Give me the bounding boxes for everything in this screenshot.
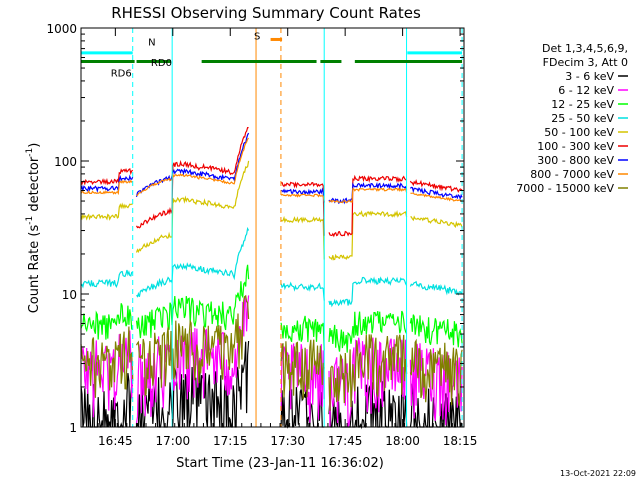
legend-entry-2: 6 - 12 keV: [558, 84, 614, 97]
series-line-4: [80, 226, 463, 308]
series-line-9: [80, 294, 463, 411]
annotation-label-1: N: [148, 37, 155, 48]
x-tick-label-2: 17:00: [156, 434, 191, 448]
x-tick-label-1: 16:45: [98, 434, 133, 448]
chart-title: RHESSI Observing Summary Count Rates: [111, 4, 421, 22]
plot-frame: [80, 27, 465, 428]
x-tick-label-4: 17:30: [270, 434, 305, 448]
annotation-label-2: RD0: [151, 58, 172, 69]
y-axis-label: Count Rate (s-1 detector-1): [25, 143, 42, 314]
x-tick-label-6: 18:00: [385, 434, 420, 448]
annotation-label-4: S: [254, 31, 260, 42]
y-axis-label-main: Count Rate (s: [27, 225, 42, 314]
y-axis-label-sup1: -1: [25, 216, 35, 225]
y-axis-label-end: ): [27, 143, 42, 148]
legend-entry-7: 300 - 800 keV: [537, 154, 614, 167]
series-line-3: [80, 264, 463, 353]
y-axis-label-mid: detector: [27, 156, 42, 216]
legend-entry-8: 800 - 7000 keV: [530, 168, 614, 181]
y-tick-label-3: 100: [54, 155, 77, 169]
legend-entry-1: 3 - 6 keV: [565, 70, 614, 83]
y-axis-label-sup2: -1: [25, 148, 35, 157]
x-tick-label-5: 17:45: [328, 434, 363, 448]
legend-entry-4: 25 - 50 keV: [551, 112, 614, 125]
legend-entry-5: 50 - 100 keV: [544, 126, 614, 139]
x-tick-label-3: 17:15: [213, 434, 248, 448]
series-line-6: [80, 127, 463, 238]
y-tick-label-4: 1000: [46, 22, 77, 36]
x-axis-label: Start Time (23-Jan-11 16:36:02): [176, 456, 384, 471]
legend-header-2: FDecim 3, Att 0: [543, 56, 628, 69]
series-line-5: [80, 160, 463, 261]
annotation-label-3: RD6: [111, 69, 132, 80]
x-tick-label-7: 18:15: [443, 434, 478, 448]
legend-entry-3: 12 - 25 keV: [551, 98, 614, 111]
plot-timestamp: 13-Oct-2021 22:09: [560, 469, 636, 478]
legend-entry-9: 7000 - 15000 keV: [516, 182, 614, 195]
data-layer: [80, 127, 463, 430]
y-tick-label-2: 10: [62, 288, 77, 302]
series-line-7: [80, 132, 463, 205]
legend: Det 1,3,4,5,6,9,FDecim 3, Att 03 - 6 keV…: [516, 42, 628, 195]
tick-layer: 1 10 100 1000 16:45 17:00 17:15 17:30 17:45 18:00…: [46, 22, 477, 448]
marker-layer: N RD0 RD6 S: [81, 28, 463, 427]
series-line-8: [80, 137, 463, 204]
y-tick-label-1: 1: [69, 421, 77, 435]
legend-header-1: Det 1,3,4,5,6,9,: [542, 42, 628, 55]
legend-entry-6: 100 - 300 keV: [537, 140, 614, 153]
